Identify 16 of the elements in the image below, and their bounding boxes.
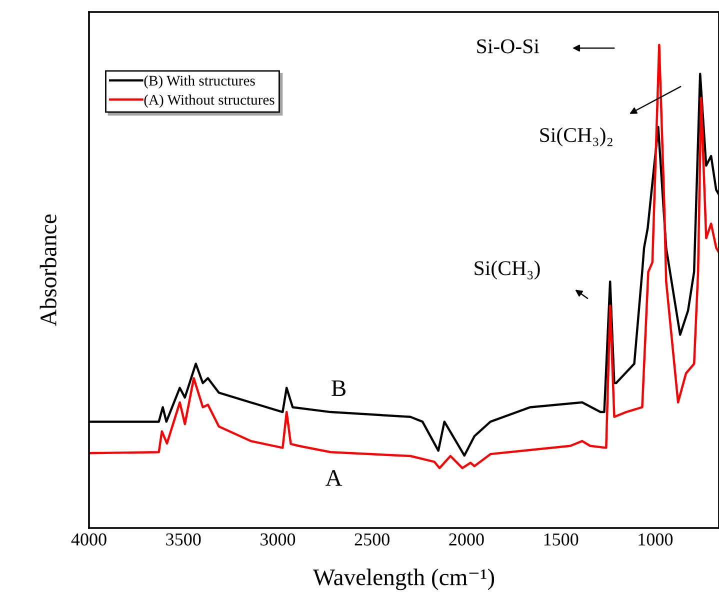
annotation: Si-O-Si [477,39,540,54]
y-axis-title: Absorbance [40,214,56,326]
x-tick-label: 4000 [71,533,106,546]
x-tick-label: 3500 [166,533,201,546]
x-tick-label: 1500 [544,533,578,546]
annotation: Si(CH₃) [474,260,540,280]
x-tick-label: 1000 [638,533,673,546]
annotation: Si(CH₃)₂ [540,127,612,146]
annotation: A [325,470,342,486]
legend-label: (B) With structures [144,75,255,89]
x-tick-label: 3000 [260,533,296,546]
x-axis-title: Wavelength (cm⁻¹) [312,568,494,590]
annotation: B [332,380,346,396]
x-tick-label: 2500 [354,533,390,546]
legend-label: (A) Without structures [144,94,274,108]
x-tick-label: 2000 [449,533,484,546]
